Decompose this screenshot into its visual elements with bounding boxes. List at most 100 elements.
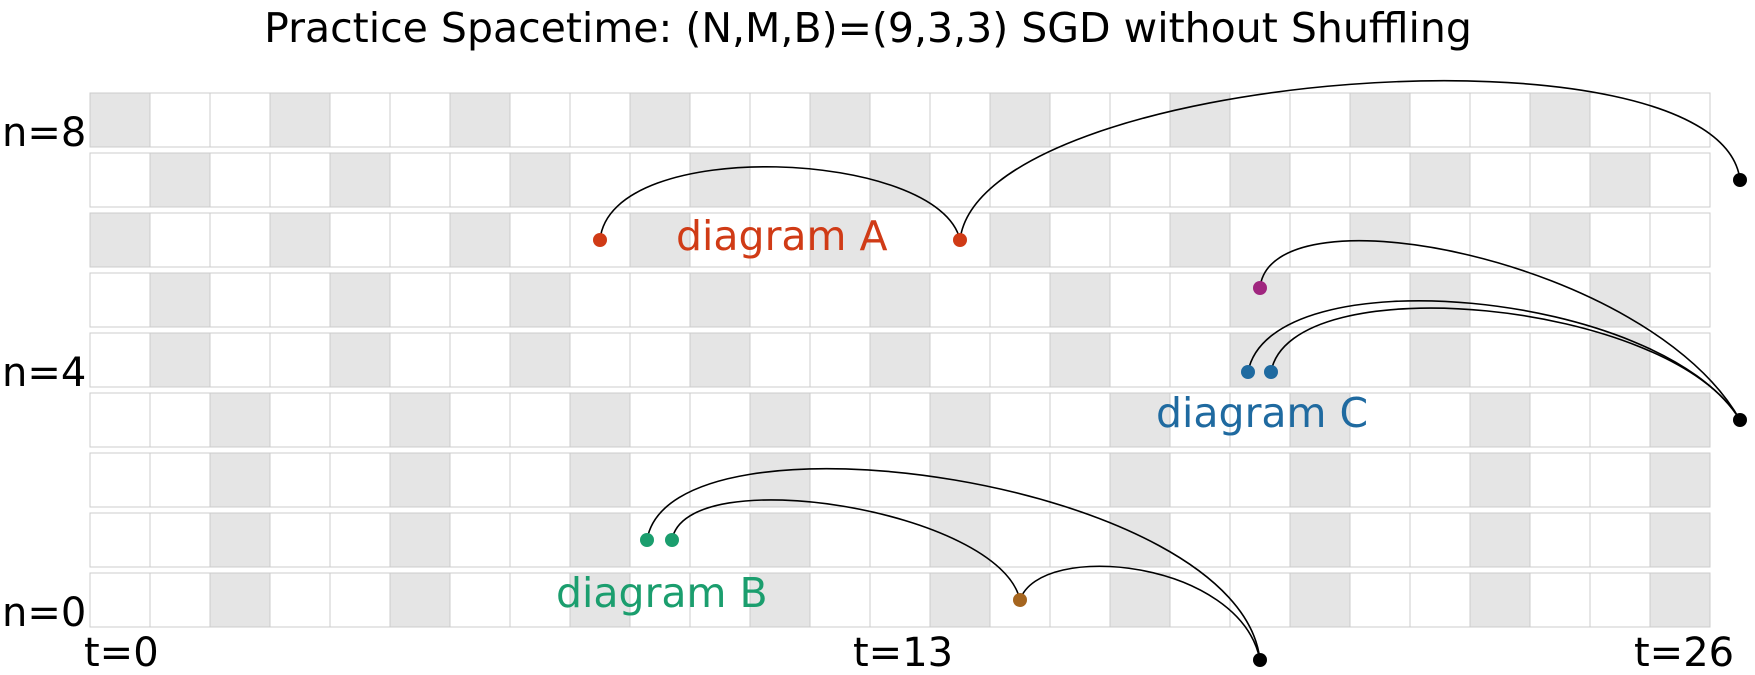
grid-cell-shaded <box>269 92 331 148</box>
grid-cell <box>869 452 931 508</box>
grid-cell-shaded <box>1169 212 1231 268</box>
grid-row <box>89 392 1711 448</box>
grid-cell <box>569 332 631 388</box>
grid-cell <box>209 332 271 388</box>
grid-cell <box>1349 332 1411 388</box>
grid-cell <box>509 512 571 568</box>
grid-cell <box>89 272 151 328</box>
grid-cell-shaded <box>389 572 451 628</box>
grid-cell <box>1469 152 1531 208</box>
grid-cell-shaded <box>1409 152 1471 208</box>
node-c-first <box>1241 365 1255 379</box>
grid-cell <box>1109 272 1171 328</box>
grid-cell <box>449 572 511 628</box>
grid-row <box>89 572 1711 628</box>
grid-cell <box>149 212 211 268</box>
grid-cell-shaded <box>1289 572 1351 628</box>
grid-cell-shaded <box>929 512 991 568</box>
grid-cell <box>1109 92 1171 148</box>
grid-cell <box>1589 452 1651 508</box>
grid-cell <box>1409 92 1471 148</box>
grid-cell <box>1589 92 1651 148</box>
grid-cell-shaded <box>1649 572 1711 628</box>
grid-cell <box>509 452 571 508</box>
time-label-t26: t=26 <box>1634 630 1734 675</box>
grid-cell <box>989 272 1051 328</box>
grid-cell <box>1289 152 1351 208</box>
grid-cell <box>329 212 391 268</box>
grid-cell <box>869 512 931 568</box>
grid-cell-shaded <box>329 152 391 208</box>
grid-row <box>89 332 1711 388</box>
grid-cell <box>869 92 931 148</box>
grid-cell <box>269 152 331 208</box>
grid-cell-shaded <box>509 272 571 328</box>
grid-cell <box>1589 392 1651 448</box>
time-label-t0: t=0 <box>84 630 159 675</box>
grid-cell <box>809 452 871 508</box>
node-right-black <box>1733 413 1747 427</box>
grid-cell <box>809 392 871 448</box>
grid-cell <box>389 152 451 208</box>
grid-cell <box>89 392 151 448</box>
arc-magenta-to-right <box>1259 239 1741 421</box>
node-a-left <box>593 233 607 247</box>
grid-cell <box>329 512 391 568</box>
grid-cell <box>629 572 691 628</box>
grid-cell <box>1229 452 1291 508</box>
grid-cell <box>749 272 811 328</box>
grid-cell <box>269 392 331 448</box>
grid-cell <box>1409 452 1471 508</box>
grid-cell <box>1109 332 1171 388</box>
grid-cell <box>1169 392 1231 448</box>
grid-cell <box>929 332 991 388</box>
grid-cell-shaded <box>209 512 271 568</box>
grid-cell <box>1169 452 1231 508</box>
grid-cell <box>1349 392 1411 448</box>
grid-cell <box>149 92 211 148</box>
grid-cell <box>1289 332 1351 388</box>
grid-cell <box>1649 152 1711 208</box>
grid-cell-shaded <box>449 212 511 268</box>
grid-cell-shaded <box>1109 572 1171 628</box>
grid-cell <box>809 332 871 388</box>
node-b-second <box>665 533 679 547</box>
grid-cell-shaded <box>689 332 751 388</box>
grid-cell <box>1289 272 1351 328</box>
grid-cell <box>929 272 991 328</box>
grid-cell-shaded <box>1109 452 1171 508</box>
grid-cell <box>869 572 931 628</box>
grid-cell-shaded <box>1589 332 1651 388</box>
grid-cell-shaded <box>929 572 991 628</box>
grid-cell <box>1409 392 1471 448</box>
grid-cell <box>1529 512 1591 568</box>
grid-cell <box>1169 512 1231 568</box>
grid-cell <box>149 392 211 448</box>
grid-cell <box>569 272 631 328</box>
grid-cell <box>89 452 151 508</box>
grid-cell-shaded <box>749 452 811 508</box>
grid-cell <box>869 392 931 448</box>
grid-cell <box>689 512 751 568</box>
row-label-n8: n=8 <box>2 110 86 156</box>
grid-cell-shaded <box>1469 572 1531 628</box>
grid-cell-shaded <box>149 152 211 208</box>
grid-cell-shaded <box>329 272 391 328</box>
grid-cell <box>149 512 211 568</box>
grid-cell <box>269 332 331 388</box>
spacetime-grid <box>89 92 1711 628</box>
grid-cell <box>1049 512 1111 568</box>
grid-cell-shaded <box>1469 452 1531 508</box>
grid-cell <box>689 392 751 448</box>
grid-cell <box>269 512 331 568</box>
grid-cell <box>449 272 511 328</box>
grid-cell-shaded <box>749 392 811 448</box>
diagram-a-label: diagram A <box>676 212 888 260</box>
grid-cell-shaded <box>509 152 571 208</box>
grid-cell-shaded <box>1349 92 1411 148</box>
grid-cell-shaded <box>1289 392 1351 448</box>
grid-cell-shaded <box>1109 512 1171 568</box>
grid-cell-shaded <box>869 332 931 388</box>
grid-cell-shaded <box>1229 152 1291 208</box>
